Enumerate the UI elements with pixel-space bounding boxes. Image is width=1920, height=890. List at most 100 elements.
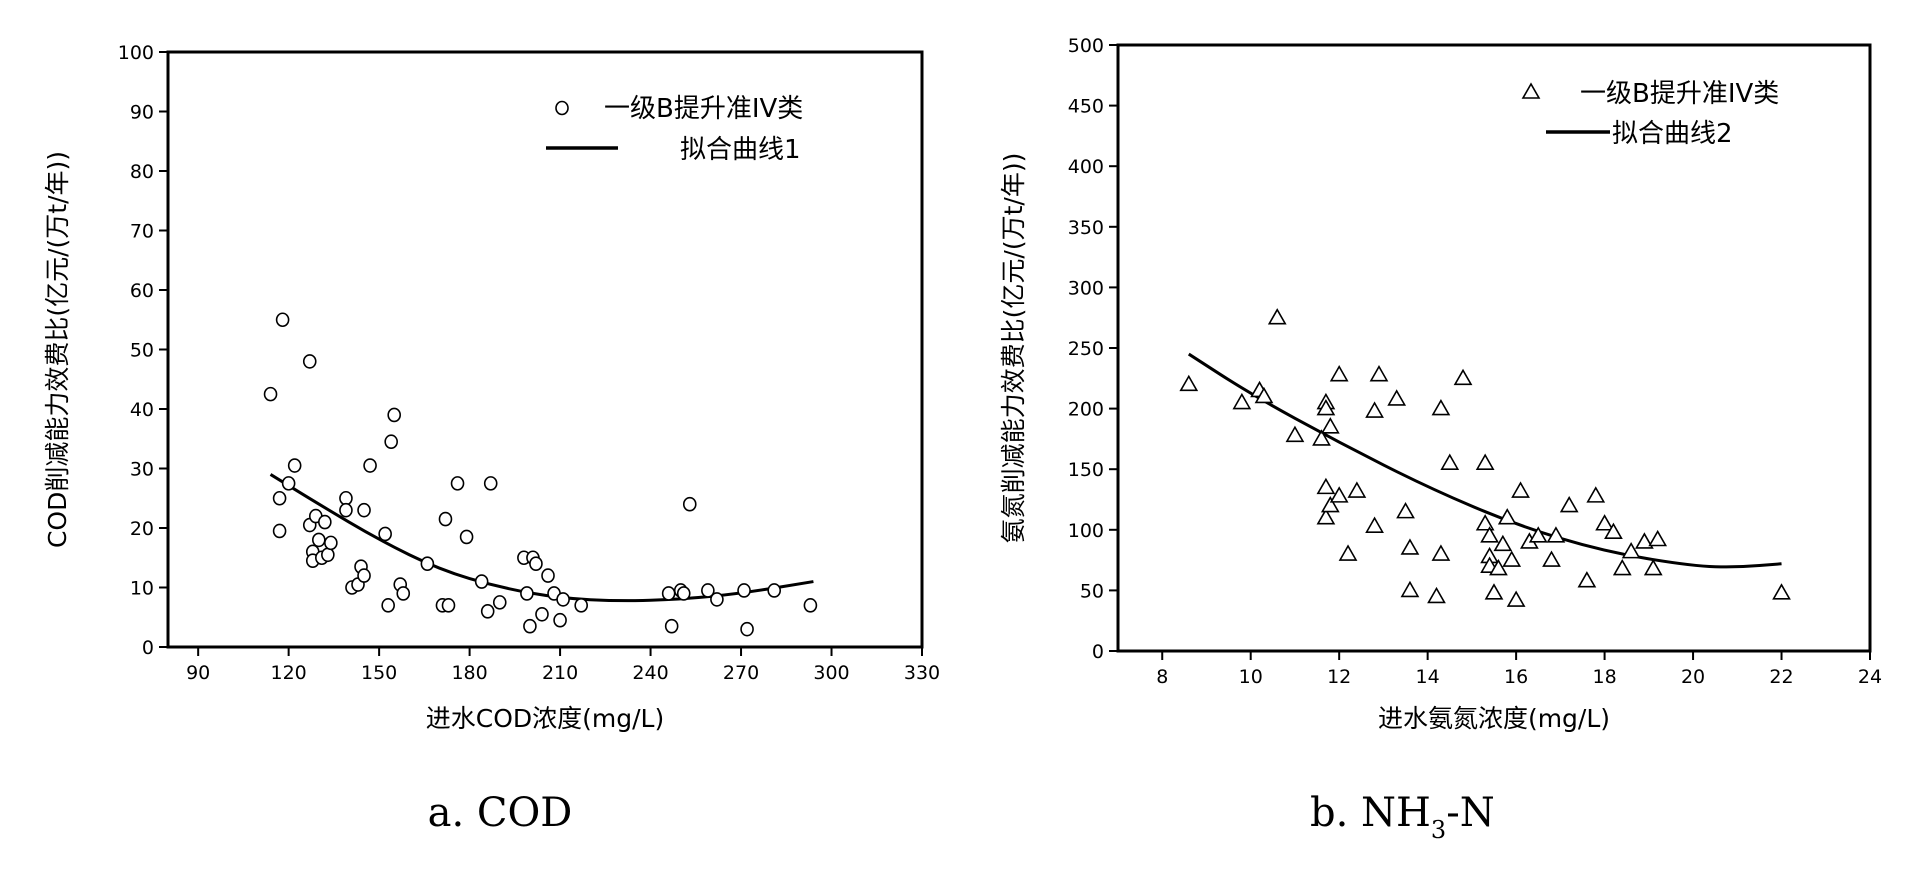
data-point	[1484, 583, 1504, 600]
data-point	[1312, 429, 1331, 446]
data-point	[664, 618, 679, 634]
data-point	[1400, 580, 1420, 598]
data-point	[1489, 558, 1508, 576]
data-point	[1506, 590, 1526, 607]
data-point	[318, 514, 332, 530]
y-tick-label: 60	[130, 280, 154, 302]
x-tick-label: 14	[1416, 666, 1440, 688]
data-point	[339, 502, 353, 518]
data-point	[357, 568, 371, 583]
y-tick-label: 80	[130, 161, 154, 183]
x-tick-label: 180	[451, 662, 487, 684]
data-point	[441, 598, 456, 613]
data-point	[1232, 392, 1252, 410]
legend-label-series2: 拟合曲线2	[1612, 119, 1733, 149]
data-point	[740, 621, 754, 637]
data-point	[1347, 481, 1367, 498]
data-point	[767, 583, 782, 598]
data-point	[378, 526, 392, 542]
data-point	[396, 586, 411, 601]
x-tick-label: 270	[723, 662, 759, 684]
data-point	[387, 407, 402, 423]
data-point	[420, 556, 435, 572]
data-point	[1772, 583, 1791, 600]
y-tick-label: 70	[130, 221, 154, 243]
panel-caption: b. NH3-N	[1310, 790, 1495, 844]
data-point	[1400, 538, 1420, 555]
data-point	[556, 592, 570, 607]
data-point	[450, 476, 465, 491]
y-tick-label: 50	[1080, 580, 1104, 602]
legend-label-series1: 一级B提升准IV类	[1580, 79, 1779, 109]
y-tick-label: 450	[1068, 96, 1104, 118]
data-point	[1365, 401, 1384, 418]
data-point	[1559, 495, 1579, 513]
data-point	[287, 458, 302, 473]
x-tick-label: 10	[1239, 666, 1263, 688]
y-tick-label: 100	[118, 42, 154, 64]
data-point	[1316, 508, 1336, 525]
data-point	[1497, 508, 1517, 525]
y-tick-label: 10	[130, 578, 154, 600]
data-point	[574, 598, 588, 613]
data-point	[661, 586, 676, 601]
cod-chart: 0 10 20 30 40 50 60 70 80 90 100 90 120 150 180 210 240 2…	[43, 42, 940, 836]
data-point	[1502, 550, 1522, 567]
data-point	[1595, 514, 1614, 531]
data-point	[1453, 368, 1473, 386]
data-point	[676, 586, 691, 601]
x-tick-label: 120	[271, 662, 307, 684]
data-point	[357, 502, 371, 518]
y-tick-label: 50	[130, 340, 154, 362]
data-point	[1387, 389, 1407, 406]
data-point	[1431, 544, 1451, 561]
data-point	[1511, 481, 1530, 498]
data-point	[803, 598, 818, 613]
legend-label-series2: 拟合曲线1	[680, 135, 801, 165]
data-point	[1440, 453, 1460, 470]
data-point	[474, 574, 489, 589]
ammonia-chart: 0 50 100 150 200 250 300 350 400 450 500 8 10 12 14 16 1…	[999, 35, 1882, 844]
data-point	[384, 434, 398, 450]
data-point	[1604, 522, 1623, 540]
x-tick-label: 18	[1592, 666, 1616, 688]
data-point	[535, 606, 549, 622]
y-tick-label: 100	[1068, 520, 1104, 542]
y-tick-label: 90	[130, 102, 154, 124]
x-axis-title: 进水COD浓度(mg/L)	[426, 704, 664, 733]
data-point	[737, 583, 751, 598]
data-point	[1320, 495, 1340, 513]
x-tick-label: 24	[1858, 666, 1882, 688]
data-point	[1369, 365, 1389, 382]
x-axis-title: 进水氨氮浓度(mg/L)	[1378, 704, 1610, 733]
chart-panel-b: 0 50 100 150 200 250 300 350 400 450 500 8 10 12 14 16 1…	[960, 0, 1920, 890]
data-point	[1577, 571, 1597, 588]
data-point	[311, 532, 326, 548]
y-axis-title: COD削减能力效费比(亿元/(万t/年))	[43, 151, 72, 548]
x-tick-label: 300	[813, 662, 849, 684]
data-point	[339, 490, 353, 506]
data-point	[480, 603, 495, 619]
data-point	[1285, 425, 1305, 443]
y-tick-label: 150	[1068, 459, 1104, 481]
data-point	[701, 583, 715, 598]
fit-curve	[1187, 352, 1782, 569]
data-point	[1329, 365, 1349, 382]
y-tick-label: 30	[130, 459, 154, 481]
x-tick-label: 210	[542, 662, 578, 684]
caption-tail: -N	[1446, 790, 1495, 836]
data-point	[492, 595, 507, 610]
y-tick-label: 200	[1068, 399, 1104, 421]
data-point	[1427, 586, 1446, 604]
caption-subscript: 3	[1431, 816, 1446, 844]
data-point	[1546, 526, 1566, 543]
x-tick-label: 330	[904, 662, 940, 684]
data-point	[1493, 534, 1513, 552]
data-point	[1329, 486, 1349, 503]
plot-frame	[166, 50, 924, 649]
y-tick-label: 350	[1068, 217, 1104, 239]
data-point	[1475, 514, 1495, 531]
data-point	[541, 568, 555, 583]
data-point	[263, 386, 278, 402]
data-point	[1586, 486, 1606, 503]
